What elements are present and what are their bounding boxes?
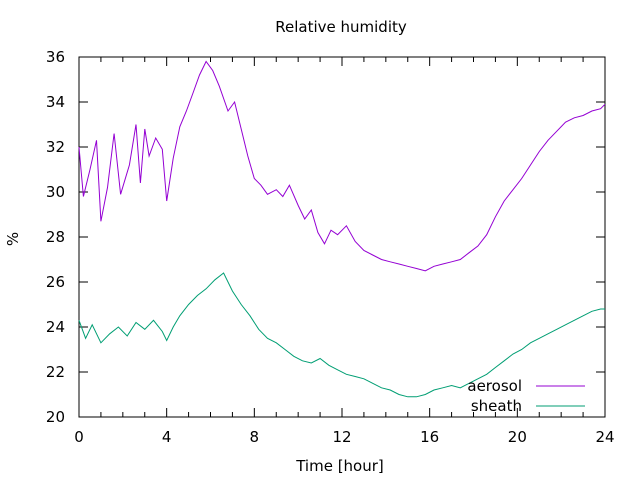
- series-line-aerosol: [78, 60, 606, 272]
- y-tick-label: 24: [46, 318, 65, 336]
- y-tick-label: 28: [46, 228, 65, 246]
- y-tick-label: 22: [46, 363, 65, 381]
- plot-frame: [78, 56, 606, 418]
- y-tick-label: 34: [46, 93, 65, 111]
- x-tick-label: 16: [420, 428, 439, 446]
- y-tick-label: 36: [46, 48, 65, 66]
- y-axis-label: %: [4, 232, 22, 246]
- x-tick-label: 4: [162, 428, 172, 446]
- y-tick-label: 26: [46, 273, 65, 291]
- x-tick-label: 0: [74, 428, 84, 446]
- x-tick-label: 8: [250, 428, 260, 446]
- x-axis-label: Time [hour]: [295, 457, 384, 475]
- plot-area: 0 4 8 12 16 20 24 20 22 24 26 28 30 32 34 36 aerosol shea…: [46, 48, 615, 446]
- y-tick-label: 20: [46, 408, 65, 426]
- y-tick-label: 32: [46, 138, 65, 156]
- y-tick-label: 30: [46, 183, 65, 201]
- x-tick-label: 24: [595, 428, 614, 446]
- chart-title: Relative humidity: [275, 18, 407, 36]
- legend-label-sheath: sheath: [471, 397, 522, 415]
- x-tick-label: 12: [332, 428, 351, 446]
- x-tick-label: 20: [508, 428, 527, 446]
- legend-label-aerosol: aerosol: [467, 377, 522, 395]
- series-line-sheath: [78, 272, 605, 398]
